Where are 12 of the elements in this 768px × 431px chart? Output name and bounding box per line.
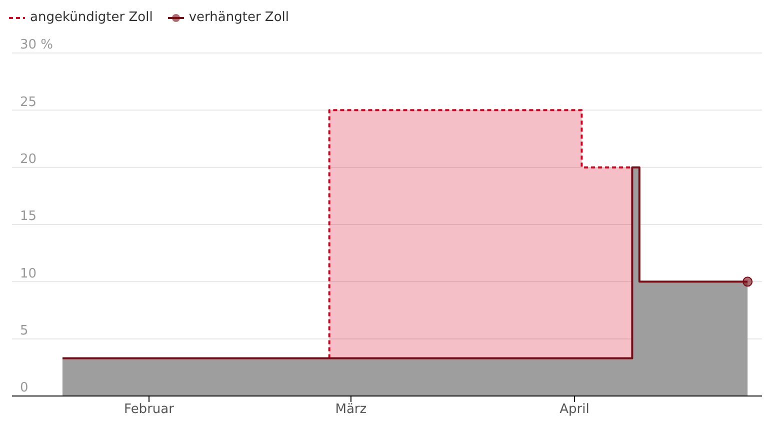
legend-label: angekündigter Zoll: [30, 10, 153, 25]
y-tick-label: 10: [20, 266, 37, 282]
y-tick-label: 15: [20, 209, 37, 224]
y-tick-label: 25: [20, 94, 37, 110]
y-tick-label: 0: [20, 380, 28, 396]
x-tick-label: April: [560, 402, 590, 418]
y-tick-label: 5: [20, 323, 28, 338]
x-tick-label: Februar: [124, 402, 175, 418]
y-tick-label: 30 %: [20, 38, 54, 53]
legend-label: verhängter Zoll: [188, 10, 290, 25]
y-tick-label: 20: [20, 152, 37, 167]
x-tick-label: März: [335, 402, 367, 418]
